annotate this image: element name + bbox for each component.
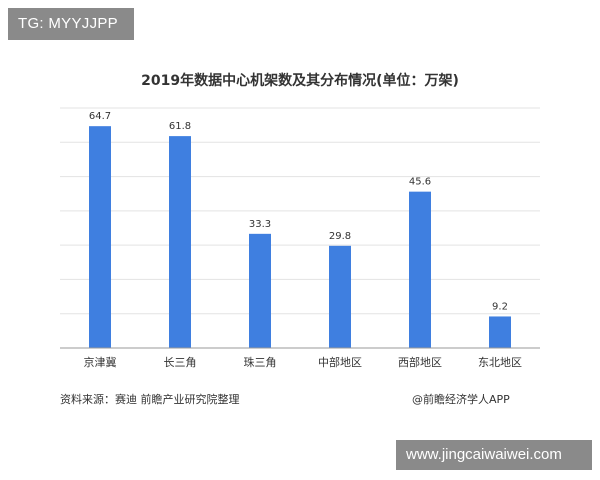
- category-label: 珠三角: [244, 355, 277, 369]
- value-label: 61.8: [169, 121, 191, 132]
- bar: [489, 316, 511, 348]
- bar: [329, 245, 351, 348]
- grid-lines: [60, 107, 540, 315]
- category-label: 西部地区: [398, 355, 442, 369]
- value-label: 33.3: [249, 219, 271, 230]
- category-label: 东北地区: [478, 356, 522, 369]
- bars: [89, 126, 511, 349]
- value-label: 45.6: [409, 177, 431, 188]
- value-label: 64.7: [89, 111, 111, 122]
- value-label: 29.8: [329, 231, 351, 242]
- bar: [89, 126, 111, 349]
- value-labels: 64.7 61.8 33.3 29.8 45.6 9.2: [89, 111, 508, 312]
- source-note: 资料来源：赛迪 前瞻产业研究院整理: [60, 393, 240, 406]
- category-label: 中部地区: [318, 355, 362, 369]
- bar: [409, 191, 431, 348]
- category-label: 长三角: [164, 356, 197, 369]
- x-axis: 京津冀 长三角 珠三角 中部地区 西部地区 东北地区: [60, 347, 540, 369]
- bar: [249, 233, 271, 348]
- value-label: 9.2: [492, 301, 508, 312]
- site-badge: www.jingcaiwaiwei.com: [396, 440, 592, 470]
- category-label: 京津冀: [84, 355, 117, 369]
- bar: [169, 136, 191, 348]
- brand-note: @前瞻经济学人APP: [412, 393, 510, 406]
- chart-title: 2019年数据中心机架数及其分布情况(单位：万架): [141, 73, 459, 89]
- tg-badge: TG: MYYJJPP: [8, 8, 134, 40]
